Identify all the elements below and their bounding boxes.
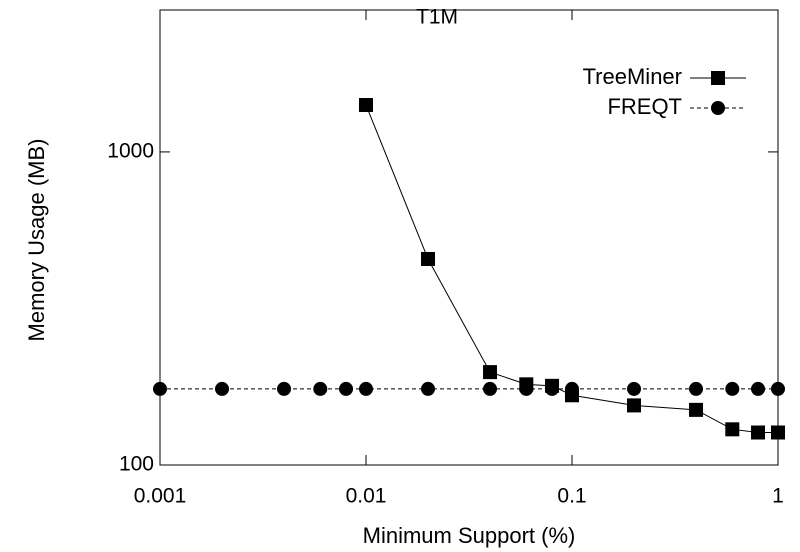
marker [313, 381, 328, 396]
marker [627, 381, 642, 396]
marker [483, 381, 498, 396]
y-axis-label: Memory Usage (MB) [24, 139, 49, 342]
x-tick-label: 1 [772, 485, 784, 508]
x-tick-label: 0.1 [557, 485, 586, 508]
marker [751, 381, 766, 396]
legend-marker [711, 71, 725, 85]
legend-label: TreeMiner [583, 64, 682, 89]
x-tick-label: 0.001 [134, 485, 187, 508]
marker [751, 425, 766, 440]
marker [277, 381, 292, 396]
x-axis-label: Minimum Support (%) [363, 523, 576, 548]
y-tick-label: 1000 [107, 139, 154, 162]
marker [565, 381, 579, 396]
legend-label: FREQT [607, 94, 682, 119]
marker [725, 381, 740, 396]
marker [689, 381, 704, 396]
x-tick-label: 0.01 [346, 485, 387, 508]
marker [339, 381, 354, 396]
marker [771, 381, 785, 396]
marker [689, 402, 704, 417]
marker [215, 381, 230, 396]
chart-title: T1M [416, 6, 458, 29]
marker [359, 381, 373, 396]
marker [483, 365, 498, 380]
marker [359, 98, 373, 113]
marker [771, 425, 785, 440]
marker [153, 381, 167, 396]
legend-marker [711, 101, 725, 115]
marker [519, 381, 534, 396]
marker [545, 381, 560, 396]
marker [725, 422, 740, 437]
marker [421, 251, 436, 266]
marker [627, 398, 642, 413]
marker [421, 381, 436, 396]
y-tick-label: 100 [119, 453, 154, 476]
plot-frame [159, 9, 779, 466]
